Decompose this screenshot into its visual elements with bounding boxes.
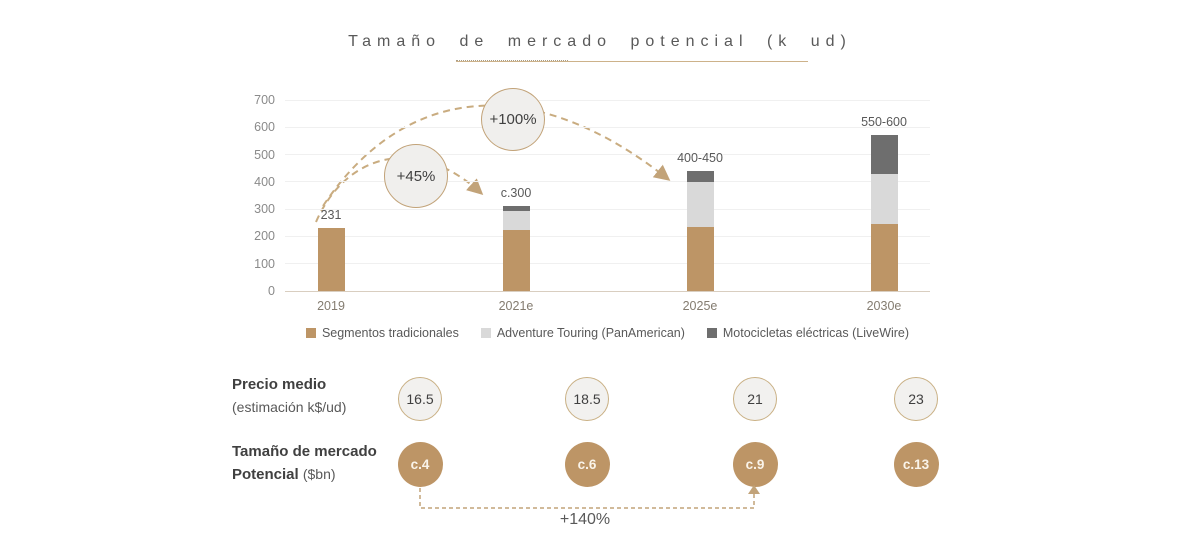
bar-total-label: 231 — [320, 207, 342, 222]
price-circle-2025e: 21 — [733, 377, 777, 421]
legend-item-adventure-touring-panamerican: Adventure Touring (PanAmerican) — [480, 326, 685, 340]
price-row-label: Precio medio (estimación k$/ud) — [232, 374, 346, 418]
gridline-100 — [285, 263, 930, 265]
market-growth-path — [419, 488, 755, 509]
price-circle-2021e: 18.5 — [565, 377, 609, 421]
y-axis-tick: 300 — [254, 202, 275, 217]
bar-segment-adventure-touring-panamerican — [870, 173, 898, 225]
chart-legend: Segmentos tradicionales Adventure Touring… — [285, 326, 930, 340]
market-size-circle-2030e: c.13 — [893, 442, 939, 487]
bar-segment-segmentos-tradicionales — [502, 229, 530, 291]
gridline-0 — [285, 290, 930, 292]
market-row-label: Tamaño de mercado Potencial ($bn) — [232, 441, 377, 486]
market-size-circle-2025e: c.9 — [732, 442, 778, 487]
market-size-circle-2021e: c.6 — [564, 442, 610, 487]
title-underline-dots — [456, 60, 568, 61]
bar-segment-adventure-touring-panamerican — [502, 211, 530, 230]
legend-swatch — [480, 328, 491, 338]
gridline-300 — [285, 208, 930, 210]
y-axis-tick: 200 — [254, 229, 275, 244]
price-circle-2019: 16.5 — [398, 377, 442, 421]
bar-segment-motocicletas-electricas-livewire — [502, 206, 530, 212]
gridline-600 — [285, 126, 930, 128]
title-underline — [456, 60, 808, 62]
gridline-500 — [285, 154, 930, 156]
bar-segment-motocicletas-electricas-livewire — [870, 135, 898, 174]
legend-label: Adventure Touring (PanAmerican) — [496, 326, 685, 340]
y-axis-tick: 600 — [254, 120, 275, 135]
x-axis-tick: 2019 — [317, 299, 345, 313]
legend-swatch — [305, 328, 316, 338]
x-axis-tick: 2021e — [498, 299, 534, 313]
plot-area: 0 100 200 300 400 500 600 700 231 2019 c.300 2021e 4… — [254, 93, 930, 313]
market-row-title-line2: Potencial ($bn) — [232, 463, 377, 486]
y-axis-tick: 0 — [268, 284, 275, 298]
gridline-400 — [285, 181, 930, 183]
gridline-700 — [285, 99, 930, 101]
bar-segment-segmentos-tradicionales — [686, 226, 714, 291]
y-axis-tick: 400 — [254, 174, 275, 189]
bar-segment-motocicletas-electricas-livewire — [686, 170, 714, 182]
market-growth-label: +140% — [559, 511, 611, 528]
market-row-title-sub: ($bn) — [302, 466, 336, 482]
legend-item-segmentos-tradicionales: Segmentos tradicionales — [305, 326, 459, 340]
growth-annotation-45: +45% — [384, 144, 448, 208]
bar-total-label: 550-600 — [861, 115, 907, 130]
x-axis-tick: 2025e — [682, 299, 718, 313]
market-row-title-bold: Potencial — [232, 466, 299, 483]
y-axis-tick: 100 — [254, 256, 275, 271]
price-row-subtitle: (estimación k$/ud) — [232, 399, 347, 415]
bar-segment-segmentos-tradicionales — [870, 224, 898, 291]
bar-total-label: 400-450 — [677, 150, 723, 165]
bar-segment-adventure-touring-panamerican — [686, 181, 714, 227]
gridline-200 — [285, 235, 930, 237]
x-axis-tick: 2030e — [866, 299, 902, 313]
market-row-title-line1: Tamaño de mercado — [232, 443, 377, 460]
price-circle-2030e: 23 — [894, 377, 938, 421]
growth-annotation-100: +100% — [481, 88, 545, 151]
y-axis-tick: 500 — [254, 147, 275, 162]
legend-label: Segmentos tradicionales — [321, 326, 459, 340]
chart-title: Tamaño de mercado potencial (k ud) — [348, 33, 852, 50]
legend-item-motocicletas-electricas-livewire: Motocicletas eléctricas (LiveWire) — [706, 326, 910, 340]
legend-label: Motocicletas eléctricas (LiveWire) — [722, 326, 910, 340]
bar-total-label: c.300 — [500, 186, 532, 201]
market-size-circle-2019: c.4 — [397, 442, 443, 487]
price-row-title: Precio medio — [232, 376, 327, 393]
y-axis-tick: 700 — [254, 93, 275, 107]
legend-swatch — [706, 328, 717, 338]
bar-segment-segmentos-tradicionales — [317, 227, 345, 291]
